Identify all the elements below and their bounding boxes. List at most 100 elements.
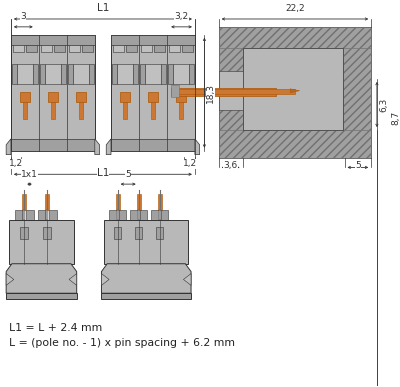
- Bar: [61, 64, 66, 84]
- Bar: [79, 101, 83, 119]
- Bar: [38, 210, 45, 219]
- Bar: [72, 64, 89, 84]
- Bar: [169, 45, 180, 52]
- Polygon shape: [102, 264, 191, 293]
- Bar: [82, 45, 93, 52]
- Bar: [111, 35, 195, 151]
- Bar: [135, 228, 142, 239]
- Bar: [219, 27, 371, 48]
- Text: 3,2: 3,2: [174, 12, 188, 21]
- Bar: [171, 85, 179, 97]
- Bar: [219, 27, 371, 158]
- Bar: [23, 210, 25, 219]
- Bar: [44, 64, 61, 84]
- Bar: [219, 48, 242, 130]
- Bar: [112, 64, 117, 84]
- Bar: [111, 35, 195, 45]
- Bar: [68, 64, 72, 84]
- Text: 3,6: 3,6: [224, 161, 238, 170]
- Bar: [43, 228, 51, 239]
- Bar: [20, 228, 28, 239]
- Text: L1: L1: [97, 3, 109, 13]
- Bar: [154, 45, 165, 52]
- Text: 5: 5: [355, 161, 361, 170]
- Bar: [46, 210, 48, 219]
- Bar: [219, 130, 371, 158]
- Text: L = (pole no. - 1) x pin spacing + 6.2 mm: L = (pole no. - 1) x pin spacing + 6.2 m…: [9, 339, 235, 348]
- Bar: [49, 210, 57, 219]
- Text: 6,3: 6,3: [380, 98, 389, 111]
- Polygon shape: [6, 139, 11, 155]
- Bar: [17, 64, 33, 84]
- Bar: [116, 194, 120, 210]
- Bar: [133, 64, 138, 84]
- Bar: [89, 64, 94, 84]
- Bar: [179, 101, 183, 119]
- Bar: [119, 210, 126, 219]
- Polygon shape: [69, 274, 77, 285]
- Bar: [242, 48, 343, 130]
- Bar: [51, 101, 55, 119]
- Bar: [138, 210, 140, 219]
- Bar: [45, 194, 49, 210]
- Polygon shape: [102, 274, 109, 285]
- Bar: [111, 139, 195, 151]
- Bar: [158, 194, 162, 210]
- Bar: [33, 64, 38, 84]
- Bar: [11, 35, 95, 45]
- Bar: [160, 210, 168, 219]
- Bar: [117, 210, 119, 219]
- Bar: [171, 89, 295, 94]
- Bar: [137, 194, 140, 210]
- Bar: [140, 64, 145, 84]
- Bar: [41, 45, 52, 52]
- Bar: [26, 45, 37, 52]
- Text: 1,2: 1,2: [9, 159, 23, 168]
- Bar: [9, 219, 74, 264]
- Bar: [130, 210, 138, 219]
- Bar: [114, 228, 122, 239]
- Bar: [13, 45, 24, 52]
- Bar: [76, 92, 86, 101]
- Bar: [182, 45, 193, 52]
- Bar: [151, 101, 155, 119]
- Text: L1 = L + 2.4 mm: L1 = L + 2.4 mm: [9, 323, 102, 333]
- Bar: [126, 45, 137, 52]
- Bar: [69, 45, 80, 52]
- Text: L1: L1: [97, 168, 109, 178]
- Text: 22,2: 22,2: [285, 4, 305, 13]
- Bar: [159, 210, 160, 219]
- Bar: [40, 64, 44, 84]
- Bar: [173, 64, 189, 84]
- Text: 1x1: 1x1: [21, 170, 38, 179]
- Bar: [171, 88, 276, 96]
- Bar: [11, 35, 95, 151]
- Bar: [109, 210, 117, 219]
- Text: 1,2: 1,2: [182, 159, 197, 168]
- Polygon shape: [106, 139, 111, 155]
- Bar: [102, 293, 191, 299]
- Text: 5: 5: [125, 170, 131, 179]
- Bar: [141, 45, 152, 52]
- Bar: [23, 101, 27, 119]
- Bar: [117, 64, 133, 84]
- Bar: [15, 210, 22, 219]
- Bar: [156, 228, 164, 239]
- Bar: [54, 45, 65, 52]
- Bar: [151, 210, 159, 219]
- Polygon shape: [6, 264, 77, 293]
- Bar: [123, 101, 127, 119]
- Polygon shape: [184, 274, 191, 285]
- Bar: [343, 48, 371, 130]
- Text: 18,3: 18,3: [206, 83, 215, 103]
- Polygon shape: [95, 139, 100, 155]
- Bar: [148, 92, 158, 101]
- Bar: [48, 92, 58, 101]
- Bar: [168, 64, 173, 84]
- Bar: [11, 139, 95, 151]
- Bar: [113, 45, 124, 52]
- Bar: [12, 64, 17, 84]
- Bar: [219, 71, 242, 110]
- Polygon shape: [6, 274, 14, 285]
- Text: 3: 3: [20, 12, 26, 21]
